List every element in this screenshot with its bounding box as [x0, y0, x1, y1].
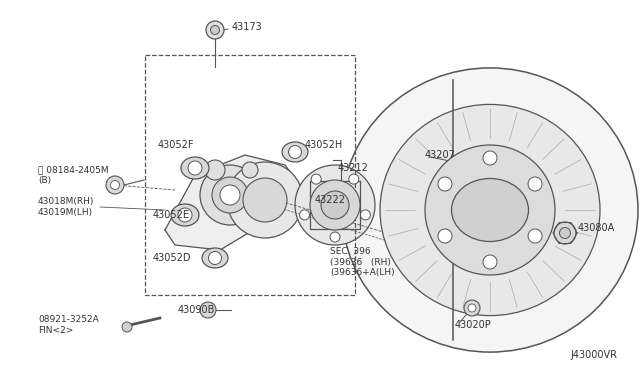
Bar — [145, 55, 355, 295]
Ellipse shape — [282, 142, 308, 162]
Circle shape — [349, 174, 359, 184]
Text: 43020P: 43020P — [455, 320, 492, 330]
Polygon shape — [310, 181, 360, 229]
Text: SEC. 396
(39636   (RH)
(39636+A(LH): SEC. 396 (39636 (RH) (39636+A(LH) — [330, 247, 395, 277]
Circle shape — [295, 165, 375, 245]
Circle shape — [559, 228, 570, 238]
Ellipse shape — [380, 105, 600, 315]
Circle shape — [178, 208, 192, 222]
Circle shape — [483, 255, 497, 269]
Circle shape — [300, 210, 310, 220]
Circle shape — [220, 185, 240, 205]
Circle shape — [330, 232, 340, 242]
Text: 43080A: 43080A — [578, 223, 615, 233]
Circle shape — [111, 180, 120, 189]
Ellipse shape — [342, 68, 638, 352]
Circle shape — [206, 21, 224, 39]
Circle shape — [425, 145, 555, 275]
Text: 43212: 43212 — [338, 163, 369, 173]
Text: 43052E: 43052E — [153, 210, 190, 220]
Text: 43173: 43173 — [232, 22, 263, 32]
Circle shape — [243, 178, 287, 222]
Polygon shape — [165, 155, 300, 250]
Circle shape — [209, 251, 221, 264]
Circle shape — [464, 300, 480, 316]
Circle shape — [205, 160, 225, 180]
Circle shape — [242, 162, 258, 178]
Circle shape — [360, 210, 371, 220]
Text: 08921-3252A
FIN<2>: 08921-3252A FIN<2> — [38, 315, 99, 335]
Circle shape — [468, 304, 476, 312]
Circle shape — [310, 180, 360, 230]
Text: Ⓑ 08184-2405M
(B): Ⓑ 08184-2405M (B) — [38, 165, 109, 185]
Text: 43207: 43207 — [425, 150, 456, 160]
Ellipse shape — [202, 248, 228, 268]
Circle shape — [200, 302, 216, 318]
Circle shape — [438, 177, 452, 191]
Text: 43018M(RH)
43019M(LH): 43018M(RH) 43019M(LH) — [38, 197, 94, 217]
Ellipse shape — [171, 204, 199, 226]
Text: 43052H: 43052H — [305, 140, 343, 150]
Text: 43222: 43222 — [315, 195, 346, 205]
Circle shape — [554, 222, 576, 244]
Circle shape — [483, 151, 497, 165]
Circle shape — [289, 145, 301, 158]
Text: J43000VR: J43000VR — [570, 350, 617, 360]
Circle shape — [211, 26, 220, 35]
Text: 43052D: 43052D — [153, 253, 191, 263]
Circle shape — [528, 229, 542, 243]
Circle shape — [188, 161, 202, 175]
Circle shape — [122, 322, 132, 332]
Text: 43052F: 43052F — [158, 140, 195, 150]
Circle shape — [438, 229, 452, 243]
Circle shape — [227, 162, 303, 238]
Circle shape — [311, 174, 321, 184]
Ellipse shape — [181, 157, 209, 179]
Circle shape — [212, 177, 248, 213]
Text: 43090B: 43090B — [178, 305, 216, 315]
Circle shape — [106, 176, 124, 194]
Circle shape — [321, 191, 349, 219]
Ellipse shape — [451, 179, 529, 241]
Circle shape — [200, 165, 260, 225]
Circle shape — [528, 177, 542, 191]
